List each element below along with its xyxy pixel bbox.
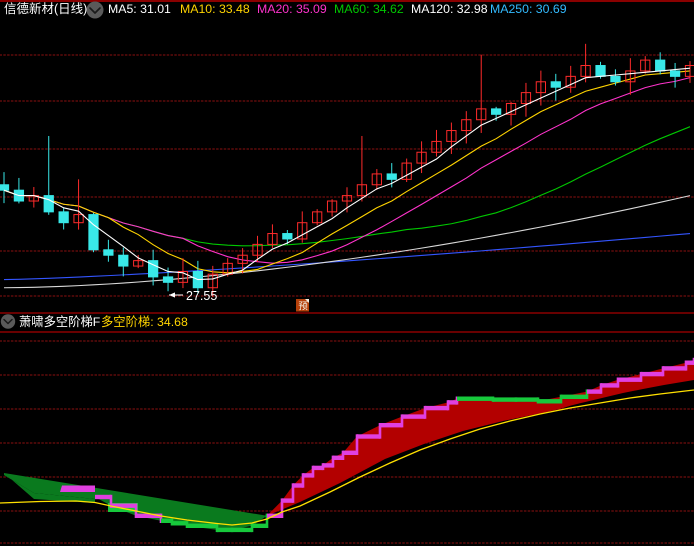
svg-text:MA10: 33.48: MA10: 33.48 [180,2,250,16]
svg-text:27.55: 27.55 [186,289,217,303]
svg-text:多空阶梯: 34.68: 多空阶梯: 34.68 [101,315,188,329]
svg-text:MA5: 31.01: MA5: 31.01 [108,2,171,16]
svg-text:萧啸多空阶梯F: 萧啸多空阶梯F [19,315,101,329]
svg-text:MA20: 35.09: MA20: 35.09 [257,2,327,16]
svg-text:MA60: 34.62: MA60: 34.62 [334,2,404,16]
svg-text:信德新材(日线): 信德新材(日线) [4,1,87,16]
svg-text:MA120: 32.98: MA120: 32.98 [411,2,488,16]
svg-text:MA250: 30.69: MA250: 30.69 [490,2,567,16]
svg-text:预: 预 [298,302,308,313]
